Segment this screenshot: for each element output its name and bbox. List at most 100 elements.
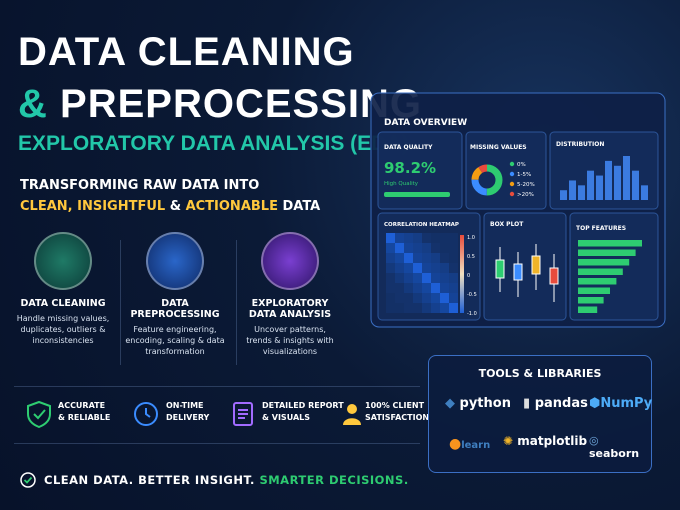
shield-icon [27,400,51,428]
heat-cell [413,303,422,313]
service-icon [34,232,92,290]
bar [587,170,594,200]
heat-cell [413,253,422,263]
panel-label: DATA QUALITY [384,144,433,151]
logo: ✺ [503,434,514,448]
scale-label: 1.0 [467,235,475,241]
feature-bar [578,240,642,247]
benefit-text: ON-TIME [166,401,204,410]
donut-slice [471,164,503,196]
heat-cell [422,253,431,263]
logo: ⬢ [589,396,601,411]
tool: ▮ pandas [523,396,588,411]
legend-label: 1-5% [517,172,531,178]
heat-cell [413,243,422,253]
service-icon [261,232,319,290]
heat-cell [413,293,422,303]
bar [605,160,612,200]
quality-value: 98.2% [384,159,436,177]
heat-cell [404,263,413,273]
bar [623,156,630,200]
heat-cell [386,293,395,303]
tool-name: python [459,396,511,411]
heat-cell [422,303,431,313]
legend-dot [509,181,515,187]
heat-cell [440,253,449,263]
heat-cell [449,243,458,253]
legend-label: >20% [517,192,534,198]
heat-cell [440,273,449,283]
service-icon [146,232,204,290]
heat-cell [404,273,413,283]
title-text: PREPROCESSING [60,82,422,126]
separator [236,240,237,365]
heat-cell [449,283,458,293]
heat-cell [404,233,413,243]
ampersand: & [18,82,48,126]
panel-label: TOP FEATURES [576,225,626,232]
heat-cell [386,273,395,283]
heat-cell [449,303,458,313]
tool: ⬢NumPy [589,396,652,411]
title-line: & PREPROCESSING [18,82,422,127]
scale-label: 0.5 [467,254,475,260]
heat-cell [440,243,449,253]
heat-cell [449,273,458,283]
heat-cell [431,283,440,293]
tagline: TRANSFORMING RAW DATA INTO [20,178,260,193]
service-title: DATA CLEANING [20,298,106,309]
heat-cell [413,283,422,293]
service-description: Handle missing values, duplicates, outli… [16,314,110,345]
heat-cell [422,293,431,303]
service: DATA PREPROCESSING Feature engineering, … [116,232,234,357]
feature-bar [578,306,598,313]
heat-cell [440,283,449,293]
heat-cell [404,303,413,313]
heat-cell [449,263,458,273]
tool-name: seaborn [589,447,640,460]
heat-cell [395,263,404,273]
legend-dot [509,161,515,167]
heat-cell [413,263,422,273]
scale-label: 0 [467,273,470,279]
scale-label: -0.5 [467,292,477,298]
heat-cell [386,263,395,273]
heat-cell [386,233,395,243]
heat-cell [404,253,413,263]
bar [614,165,621,200]
benefit-text: DETAILED REPORT [262,401,344,410]
heat-cell [449,293,458,303]
logo: ▮ [523,396,531,411]
subtitle: EXPLORATORY DATA ANALYSIS (EDA) [18,132,409,155]
quality-bar [384,192,450,197]
heat-cell [422,273,431,283]
tools-title: TOOLS & LIBRARIES [478,367,602,380]
benefits-row [14,386,420,444]
legend-label: 5-20% [517,182,535,188]
benefit-text: ACCURATE [58,401,106,410]
heat-cell [386,253,395,263]
heat-cell [395,293,404,303]
report-icon [233,402,253,426]
heat-cell [386,283,395,293]
heat-cell [395,273,404,283]
feature-bar [578,287,610,294]
tag-end: DATA [282,199,321,214]
heat-cell [440,293,449,303]
heat-cell [422,243,431,253]
tagline: CLEAN, INSIGHTFUL & ACTIONABLE DATA [20,199,320,214]
heat-cell [431,253,440,263]
bar [596,175,603,200]
check-icon [20,472,36,488]
service: DATA CLEANING Handle missing values, dup… [4,232,122,346]
service-title: EXPLORATORY DATA ANALYSIS [248,298,332,320]
legend-label: 0% [517,162,526,168]
heat-cell [395,243,404,253]
user-icon [343,404,361,425]
heat-cell [431,263,440,273]
clock-icon [134,402,158,426]
heat-cell [386,303,395,313]
tool-name: matplotlib [517,434,588,448]
benefit: ON-TIME DELIVERY [166,400,209,424]
